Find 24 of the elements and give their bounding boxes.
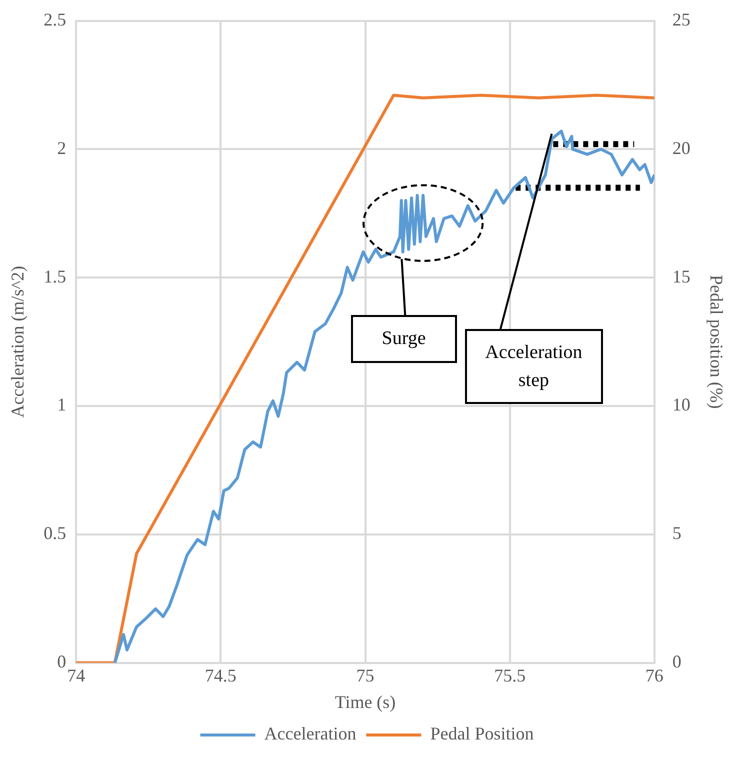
- x-axis-title: Time (s): [334, 692, 396, 712]
- y-tick-label: 2: [57, 138, 66, 158]
- y-tick-label: 1.5: [44, 266, 66, 286]
- callout-box: Surge: [350, 315, 457, 364]
- x-tick-label: 75.5: [494, 665, 526, 686]
- x-tick-label: 75: [356, 665, 374, 686]
- x-tick-label: 76: [645, 665, 664, 686]
- y-tick-label: 0: [57, 652, 66, 672]
- y-axis-title: Acceleration (m/s^2): [8, 266, 28, 418]
- x-tick-label: 74: [67, 665, 86, 686]
- callout-box: Acceleration step: [464, 328, 603, 404]
- y2-tick-label: 15: [672, 266, 690, 286]
- y-tick-label: 0.5: [44, 523, 66, 544]
- y2-tick-label: 0: [672, 652, 682, 672]
- y2-tick-label: 20: [672, 138, 690, 158]
- y2-tick-label: 25: [672, 10, 690, 30]
- y2-tick-label: 10: [672, 394, 690, 415]
- y2-tick-label: 5: [672, 523, 682, 544]
- y-tick-label: 1: [57, 394, 66, 415]
- y-tick-label: 2.5: [44, 10, 66, 30]
- legend-label: Pedal Position: [430, 724, 534, 744]
- y2-axis-title: Pedal position (%): [706, 274, 726, 409]
- x-tick-label: 74.5: [204, 665, 236, 686]
- legend-label: Acceleration: [264, 724, 356, 744]
